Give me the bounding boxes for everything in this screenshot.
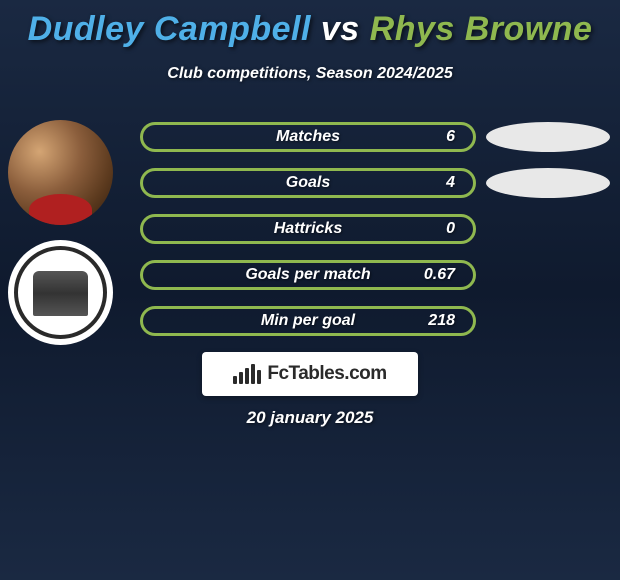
stat-label: Hattricks [274,220,342,238]
brand-badge: FcTables.com [202,352,418,396]
player2-name: Rhys Browne [370,10,593,48]
vs-text: vs [321,10,360,48]
stat-pill: Min per goal 218 [140,306,476,336]
player1-name: Dudley Campbell [28,10,311,48]
right-blank-pill [486,122,610,152]
stat-label: Matches [276,128,340,146]
stat-value: 218 [428,312,455,330]
stat-value: 0.67 [424,266,455,284]
snapshot-date: 20 january 2025 [0,408,620,428]
stat-value: 6 [446,128,455,146]
avatar-column [8,120,113,345]
stat-label: Goals [286,174,330,192]
right-blank-pill [486,168,610,198]
right-pills-column [486,122,610,336]
player1-avatar [8,120,113,225]
comparison-title: Dudley Campbell vs Rhys Browne [0,0,620,49]
stat-pill: Goals 4 [140,168,476,198]
stat-value: 0 [446,220,455,238]
brand-text: FcTables.com [267,363,386,385]
stat-pill: Matches 6 [140,122,476,152]
subtitle: Club competitions, Season 2024/2025 [0,65,620,83]
stat-value: 4 [446,174,455,192]
stat-pill: Hattricks 0 [140,214,476,244]
player2-avatar [8,240,113,345]
stat-pills-column: Matches 6 Goals 4 Hattricks 0 Goals per match 0… [140,122,476,336]
chart-icon [233,364,261,384]
stat-label: Goals per match [245,266,370,284]
stat-pill: Goals per match 0.67 [140,260,476,290]
stat-label: Min per goal [261,312,355,330]
